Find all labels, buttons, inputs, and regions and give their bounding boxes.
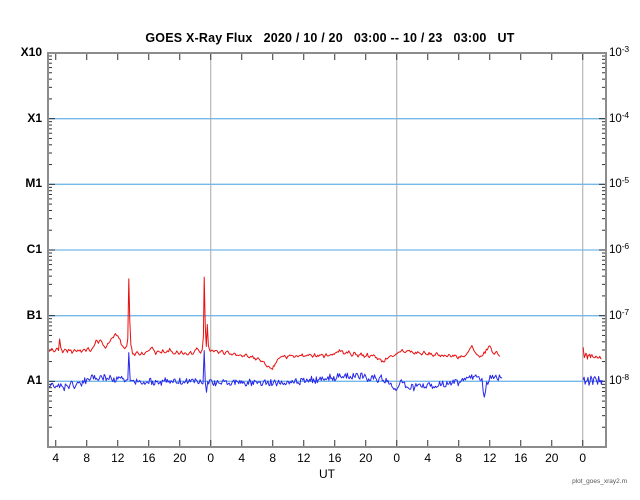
flare-class-label-m1: M1 xyxy=(25,176,42,191)
hour-tick-label: 16 xyxy=(142,451,156,465)
flare-class-label-c1: C1 xyxy=(26,242,42,256)
log-label-exponent: -7 xyxy=(621,306,629,317)
log-flux-label-10e-5: 10-5 xyxy=(609,175,629,190)
flare-class-label-x1: X1 xyxy=(27,110,42,125)
hour-tick-label: 4 xyxy=(424,451,432,465)
long-flux-trace xyxy=(47,276,501,370)
log-label-base: 10 xyxy=(609,244,622,256)
hour-tick-label: 0 xyxy=(579,451,587,465)
hour-tick-label: 20 xyxy=(173,451,187,465)
x-axis-label: UT xyxy=(319,467,335,481)
hour-tick-label: 12 xyxy=(297,451,311,465)
hour-tick-label: 16 xyxy=(514,451,528,465)
log-flux-label-10e-3: 10-3 xyxy=(609,44,629,59)
log-label-base: 10 xyxy=(609,112,622,125)
flare-class-label-x10: X10 xyxy=(20,45,42,59)
hour-tick-label: 12 xyxy=(111,451,125,465)
log-label-exponent: -5 xyxy=(621,175,629,186)
plot-frame xyxy=(47,52,607,448)
chart-title: GOES X-Ray Flux 2020 / 10 / 20 03:00 -- … xyxy=(145,31,515,45)
hour-tick-label: 4 xyxy=(52,451,60,465)
log-flux-label-10e-8: 10-8 xyxy=(609,372,629,387)
hour-tick-label: 20 xyxy=(545,451,559,465)
log-label-exponent: -6 xyxy=(621,241,629,251)
log-label-base: 10 xyxy=(609,178,622,191)
short-flux-trace xyxy=(582,375,603,386)
plot-script-credit: plot_goes_xray2.m xyxy=(572,478,627,485)
long-flux-trace xyxy=(582,347,602,360)
hour-tick-label: 0 xyxy=(393,451,401,465)
hour-tick-label: 4 xyxy=(238,451,246,465)
short-flux-trace xyxy=(47,350,503,398)
log-label-base: 10 xyxy=(609,375,622,388)
hour-tick-label: 0 xyxy=(207,451,215,465)
hour-tick-label: 12 xyxy=(483,451,497,465)
hour-tick-label: 8 xyxy=(269,451,277,465)
log-label-exponent: -8 xyxy=(621,372,629,383)
hour-tick-label: 16 xyxy=(328,451,342,465)
log-flux-label-10e-6: 10-6 xyxy=(609,241,629,256)
log-label-base: 10 xyxy=(609,309,622,322)
hour-tick-label: 20 xyxy=(359,451,373,465)
log-label-exponent: -4 xyxy=(621,109,629,120)
flare-class-label-a1: A1 xyxy=(26,373,42,388)
hour-tick-label: 8 xyxy=(455,451,463,465)
flare-class-label-b1: B1 xyxy=(26,307,42,322)
log-label-exponent: -3 xyxy=(621,44,629,54)
hour-tick-label: 8 xyxy=(83,451,91,465)
log-flux-label-10e-4: 10-4 xyxy=(609,110,629,125)
log-flux-label-10e-7: 10-7 xyxy=(609,307,629,322)
log-label-base: 10 xyxy=(609,47,622,59)
